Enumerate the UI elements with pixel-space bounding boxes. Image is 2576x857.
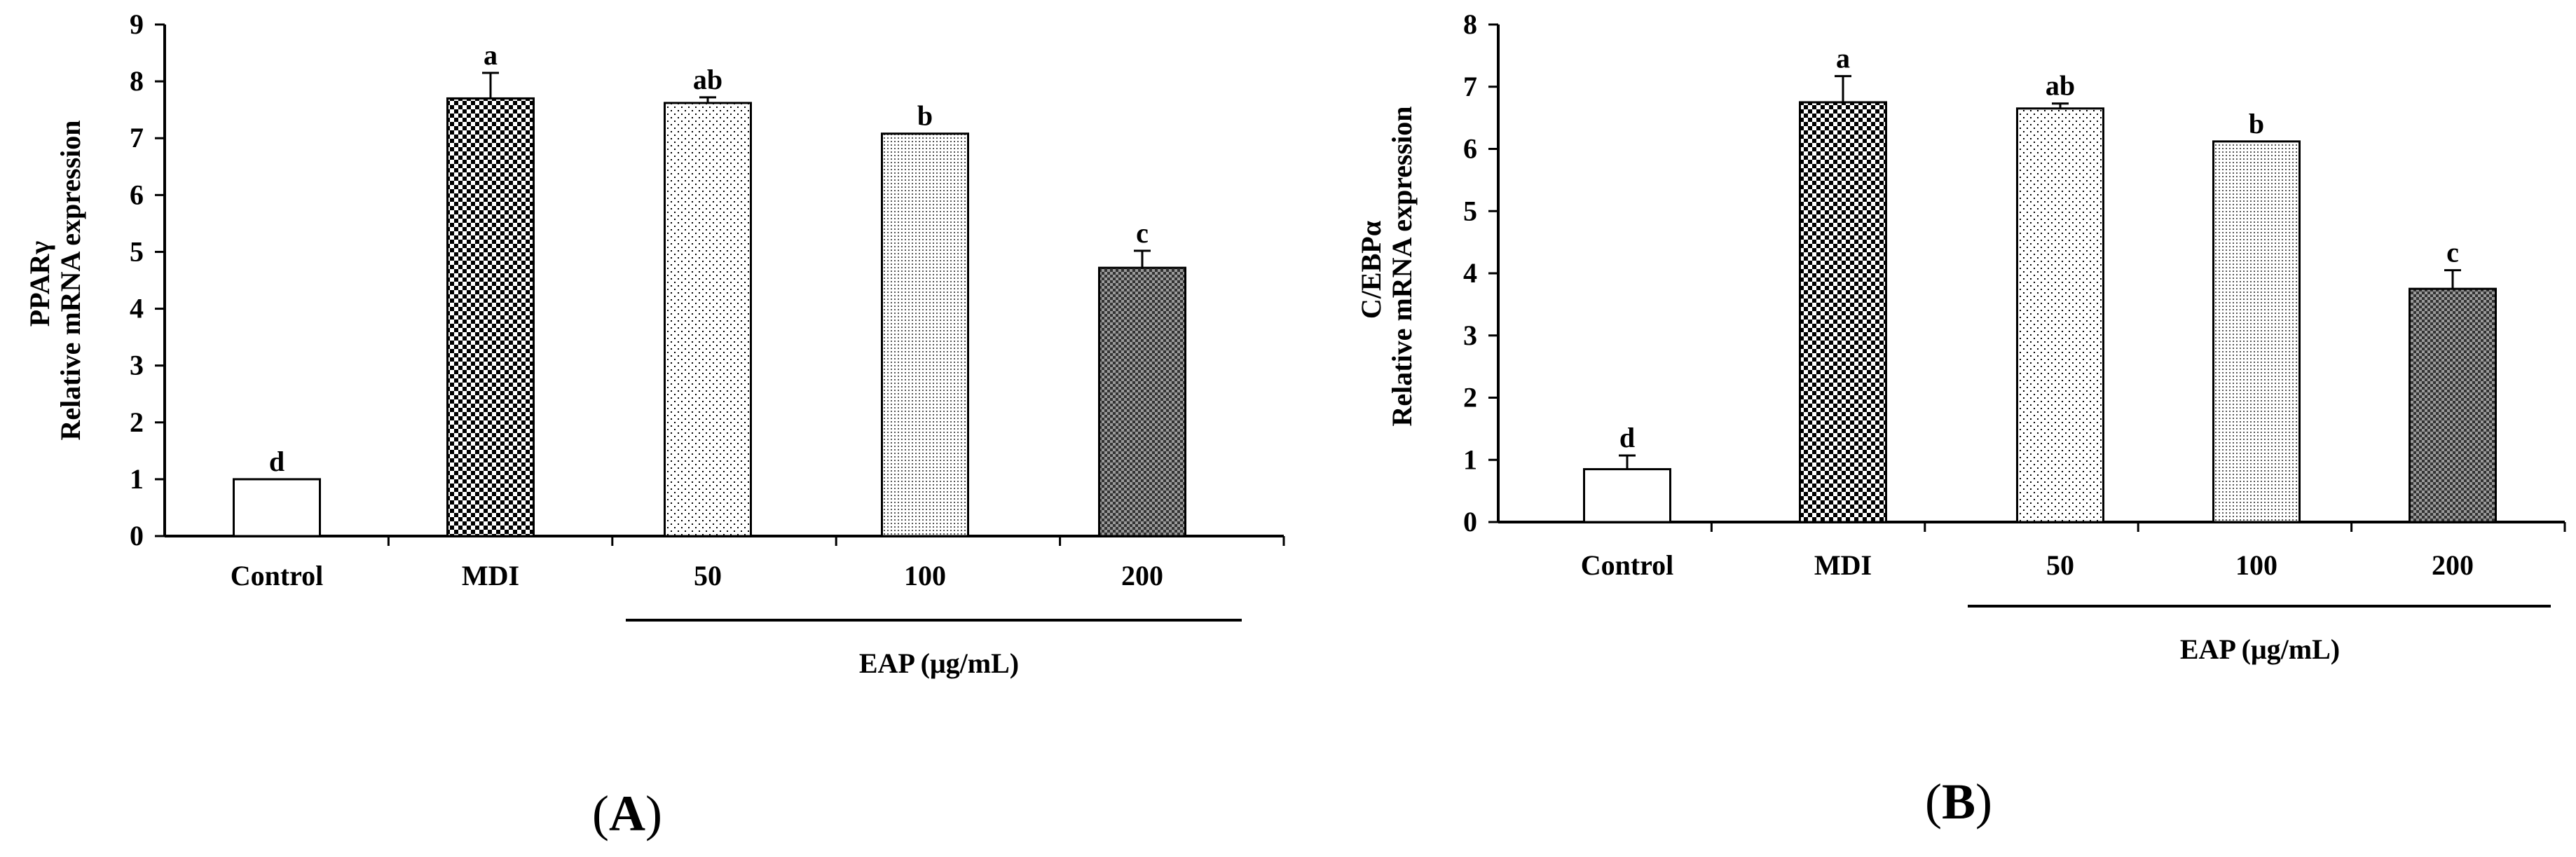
panel-label-close: ): [645, 786, 662, 842]
panel-label-open: (: [592, 786, 609, 842]
significance-label: b: [2249, 108, 2264, 139]
bar-mdi: [1799, 101, 1887, 523]
significance-label: c: [2446, 237, 2459, 268]
category-label: Control: [231, 560, 324, 591]
panel-label-close: ): [1975, 774, 1992, 830]
bar-control: [1583, 468, 1671, 523]
y-axis-label: PPARγ Relative mRNA expression: [24, 121, 86, 441]
bar-200: [1098, 266, 1186, 537]
y-tick-label: 1: [130, 463, 144, 495]
y-tick-label: 9: [130, 8, 144, 40]
y-tick-label: 4: [130, 293, 144, 324]
category-label: MDI: [462, 560, 519, 591]
panel-label: (A): [592, 786, 662, 842]
y-tick-label: 3: [130, 350, 144, 381]
y-tick-label: 0: [1463, 506, 1477, 537]
y-tick-label: 7: [130, 122, 144, 153]
bar-50: [2016, 107, 2104, 523]
y-axis-label-gene: C/EBPα: [1355, 221, 1387, 319]
y-tick-label: 7: [1463, 71, 1477, 102]
bar-100: [2212, 140, 2301, 523]
panel-label-letter: B: [1942, 774, 1975, 830]
y-tick-label: 1: [1463, 444, 1477, 475]
x-ticks: [387, 536, 1285, 546]
category-labels: Control MDI 50 100 200: [1581, 549, 2474, 581]
category-label: 100: [2235, 549, 2277, 581]
significance-label: a: [1836, 43, 1850, 74]
y-tick-label: 2: [1463, 382, 1477, 413]
y-axis-label-gene: PPARγ: [24, 241, 55, 327]
bars: d a ab b c: [1583, 43, 2497, 523]
y-tick-label: 0: [130, 520, 144, 551]
panel-label-letter: A: [609, 786, 645, 842]
significance-label: a: [484, 39, 498, 71]
significance-label: ab: [693, 64, 722, 95]
y-tick-label: 8: [1463, 8, 1477, 40]
y-tick-label: 5: [1463, 195, 1477, 226]
y-axis: 0 1 2 3 4 5 6 7 8 9: [130, 8, 166, 551]
category-label: MDI: [1814, 549, 1872, 581]
category-label: Control: [1581, 549, 1674, 581]
significance-label: ab: [2046, 70, 2075, 102]
chart-panel-a: 0 1 2 3 4 5 6 7 8 9 d a ab b c Control MDI 50 100 200 PPA…: [24, 8, 1285, 842]
y-axis-label-measure: Relative mRNA expression: [1386, 107, 1418, 427]
bars: d a ab b c: [233, 39, 1186, 537]
y-tick-label: 2: [130, 406, 144, 438]
category-labels: Control MDI 50 100 200: [231, 560, 1163, 591]
significance-label: b: [917, 100, 933, 132]
significance-label: d: [1619, 422, 1635, 453]
y-tick-label: 4: [1463, 257, 1477, 289]
y-tick-label: 3: [1463, 320, 1477, 351]
category-label: 100: [904, 560, 946, 591]
y-tick-label: 8: [130, 65, 144, 97]
category-label: 200: [1121, 560, 1163, 591]
significance-label: c: [1136, 217, 1149, 249]
y-axis-label-measure: Relative mRNA expression: [55, 121, 86, 441]
y-axis-label: C/EBPα Relative mRNA expression: [1355, 107, 1418, 427]
panel-label: (B): [1925, 774, 1992, 830]
category-label: 50: [2046, 549, 2074, 581]
y-tick-label: 6: [130, 179, 144, 210]
category-label: 200: [2432, 549, 2474, 581]
x-ticks: [1710, 522, 2566, 532]
bar-50: [664, 102, 752, 537]
y-tick-label: 6: [1463, 133, 1477, 165]
group-label: EAP (μg/mL): [859, 647, 1019, 679]
bar-200: [2409, 287, 2497, 523]
y-axis: 0 1 2 3 4 5 6 7 8: [1463, 8, 1500, 537]
category-label: 50: [694, 560, 722, 591]
chart-panel-b: 0 1 2 3 4 5 6 7 8 d a ab b c Control MDI 50 100 200 C/EB…: [1355, 8, 2566, 830]
group-label: EAP (μg/mL): [2180, 633, 2340, 665]
significance-label: d: [269, 446, 285, 477]
bar-mdi: [446, 97, 535, 537]
y-tick-label: 5: [130, 235, 144, 267]
bar-control: [233, 478, 321, 537]
panel-label-open: (: [1925, 774, 1942, 830]
bar-100: [881, 132, 969, 537]
